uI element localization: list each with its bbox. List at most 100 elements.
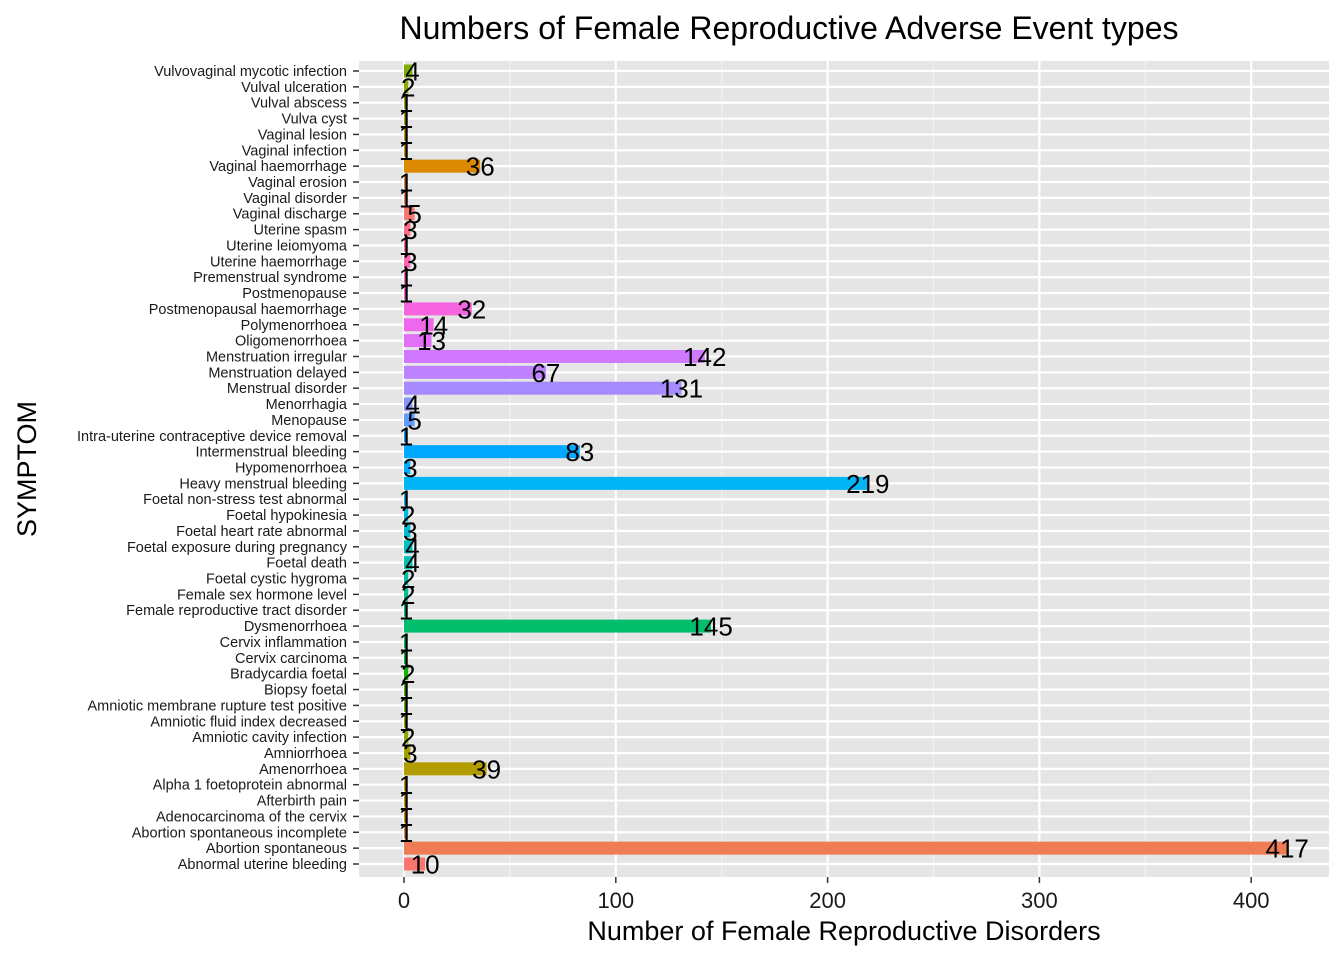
y-tick-label: Dysmenorrhoea [244,619,348,635]
y-tick-label: Vulval abscess [251,96,347,112]
bar [404,302,472,316]
data-label: 2 [401,501,415,531]
y-tick-label: Foetal death [266,556,347,572]
data-label: 32 [457,294,486,324]
bar [404,635,407,649]
data-label: 3 [403,453,417,483]
y-tick-label: Heavy menstrual bleeding [179,476,347,492]
bar [404,349,705,363]
y-tick-label: Vaginal discharge [233,207,347,223]
x-axis: 0 100 200 300 400 [398,877,1270,913]
bar [404,556,413,570]
bar [404,223,411,237]
y-tick-label: Vaginal haemorrhage [209,159,347,175]
y-axis-title: SYMPTOM [12,401,42,537]
y-tick-label: Amniotic fluid index decreased [150,714,347,730]
y-tick-label: Afterbirth pain [257,794,347,810]
data-label: 5 [407,199,421,229]
data-label: 2 [401,723,415,753]
y-tick-label: Bradycardia foetal [230,667,347,683]
data-label: 1 [399,675,413,705]
bar [404,794,407,808]
data-label: 1 [399,802,413,832]
y-tick-label: Uterine spasm [254,223,347,239]
bar [404,112,407,126]
grid-lines [359,61,1329,877]
data-label: 4 [405,57,419,87]
bar [404,318,434,332]
bar [404,381,682,395]
data-label: 1 [399,818,413,848]
data-label: 145 [689,612,732,642]
bars [404,64,1288,871]
data-label: 4 [405,532,419,562]
y-tick-label: Postmenopause [242,286,347,302]
data-label: 4 [405,548,419,578]
y-tick-label: Postmenopausal haemorrhage [149,302,347,318]
y-tick-label: Amniorrhoea [264,746,348,762]
bar [404,365,546,379]
data-label: 1 [399,691,413,721]
bar [404,603,407,617]
y-tick-label: Menstruation delayed [208,365,347,381]
bar [404,127,407,141]
data-label: 1 [399,279,413,309]
bar [404,778,407,792]
y-tick-label: Oligomenorrhoea [235,334,348,350]
y-tick-label: Premenstrual syndrome [193,270,347,286]
data-label: 67 [531,358,560,388]
bar [404,809,407,823]
y-tick-label: Intermenstrual bleeding [195,445,347,461]
bar [404,413,415,427]
data-label: 1 [399,168,413,198]
y-tick-label: Foetal exposure during pregnancy [127,540,348,556]
bar [404,730,409,744]
y-tick-label: Vaginal infection [242,143,347,159]
data-label: 1 [399,786,413,816]
data-label: 3 [403,247,417,277]
bar [404,492,407,506]
bar [404,476,868,490]
bar [404,857,426,871]
data-label: 4 [405,390,419,420]
y-tick-label: Biopsy foetal [264,683,347,699]
data-label: 3 [403,738,417,768]
y-tick-label: Abnormal uterine bleeding [178,857,347,873]
data-label: 2 [401,580,415,610]
data-label: 10 [411,850,440,880]
bar [404,587,409,601]
bar [404,524,411,538]
bar [404,64,413,78]
chart-title: Numbers of Female Reproductive Adverse E… [399,10,1178,46]
bar [404,238,407,252]
bar [404,254,411,268]
data-label: 2 [401,659,415,689]
y-tick-label: Intra-uterine contraceptive device remov… [77,429,347,445]
y-tick-label: Cervix carcinoma [235,651,348,667]
bar [404,397,413,411]
bar [404,270,407,284]
bar [404,572,409,586]
data-label: 2 [401,72,415,102]
y-tick-label: Female sex hormone level [177,587,347,603]
y-tick-label: Vulva cyst [281,112,347,128]
y-tick-label: Cervix inflammation [220,635,347,651]
bar [404,96,407,110]
data-label: 1 [399,596,413,626]
data-label: 1 [399,485,413,515]
x-tick-label: 100 [597,888,634,913]
plot-panel [359,61,1329,877]
data-label: 14 [419,310,448,340]
data-label: 1 [399,231,413,261]
x-axis-title: Number of Female Reproductive Disorders [587,916,1100,946]
bar [404,80,409,94]
y-tick-label: Foetal heart rate abnormal [176,524,347,540]
data-label: 3 [403,516,417,546]
data-label: 1 [399,707,413,737]
bar [404,841,1288,855]
y-tick-label: Foetal cystic hygroma [206,572,348,588]
bar [404,540,413,554]
bar [404,746,411,760]
data-label: 1 [399,183,413,213]
